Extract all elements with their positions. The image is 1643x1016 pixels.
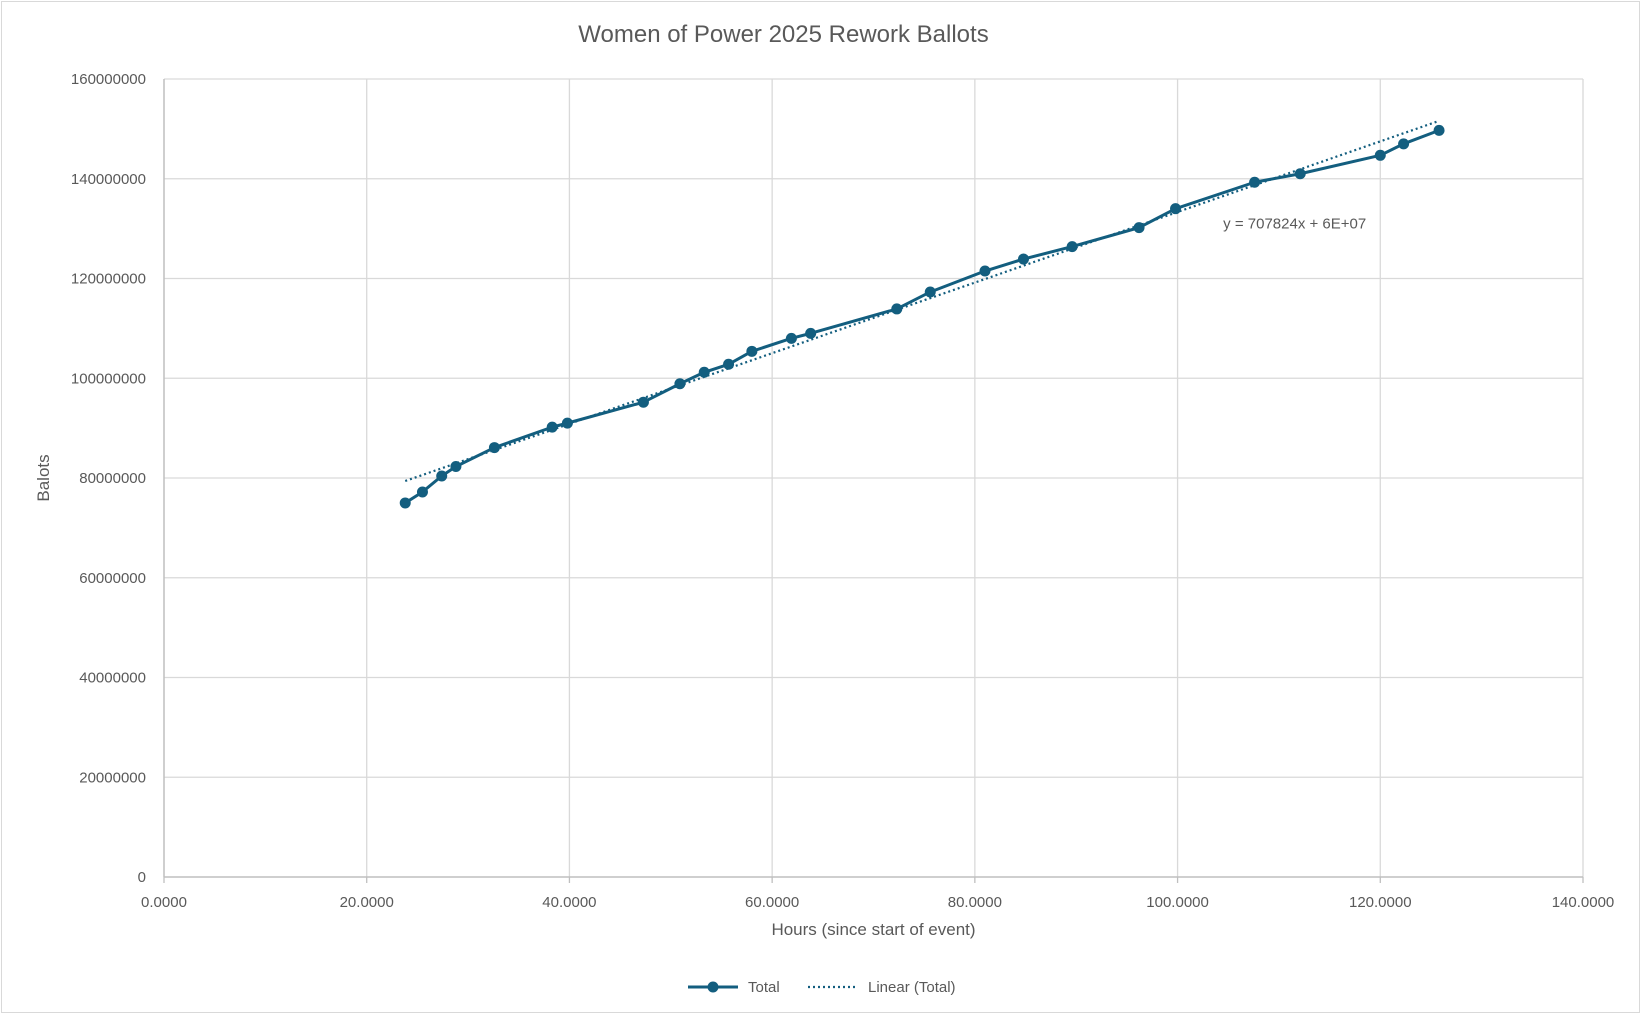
data-point-total: [746, 345, 758, 357]
y-tick-label: 20000000: [79, 769, 146, 786]
x-tick-label: 60.0000: [745, 894, 799, 911]
y-axis-title: Balots: [34, 454, 53, 501]
axis-layer: [163, 79, 1584, 883]
x-tick-label: 100.0000: [1146, 894, 1209, 911]
trendline-linear-total: [404, 119, 1440, 483]
data-point-total: [1066, 241, 1078, 253]
series-layer: [399, 124, 1445, 509]
trendline-equation: y = 707824x + 6E+07: [1223, 216, 1366, 233]
data-point-total: [1433, 124, 1445, 136]
data-point-total: [546, 421, 558, 433]
data-point-total: [488, 442, 500, 454]
data-point-total: [1133, 222, 1145, 234]
grid-layer: [164, 78, 1584, 877]
data-point-total: [891, 303, 903, 315]
x-tick-label: 40.0000: [542, 894, 596, 911]
y-tick-label: 0: [138, 869, 146, 886]
data-point-total: [1374, 149, 1386, 161]
data-point-total: [416, 486, 428, 498]
chart-title: Women of Power 2025 Rework Ballots: [578, 21, 988, 48]
data-point-total: [674, 378, 686, 390]
series-line-total: [404, 128, 1440, 505]
y-tick-label: 100000000: [71, 370, 146, 387]
y-tick-label: 60000000: [79, 570, 146, 587]
legend-label-total: Total: [748, 979, 780, 996]
data-point-total: [561, 417, 573, 429]
data-point-total: [723, 358, 735, 370]
x-tick-label: 120.0000: [1349, 894, 1412, 911]
data-point-total: [436, 470, 448, 482]
y-tick-label: 80000000: [79, 470, 146, 487]
data-point-total: [1170, 203, 1182, 215]
legend-marker-total: [707, 981, 719, 993]
data-point-total: [698, 366, 710, 378]
label-layer: 0 20000000 40000000 60000000 80000000 1000000…: [71, 71, 1614, 911]
data-point-total: [1398, 138, 1410, 150]
data-point-total: [979, 265, 991, 277]
data-point-total: [924, 286, 936, 298]
x-tick-label: 20.0000: [340, 894, 394, 911]
y-tick-label: 120000000: [71, 271, 146, 288]
data-point-total: [1018, 253, 1030, 265]
y-tick-label: 140000000: [71, 171, 146, 188]
data-point-total: [785, 332, 797, 344]
legend[interactable]: Total Linear (Total): [688, 979, 956, 996]
legend-label-linear: Linear (Total): [868, 979, 956, 996]
y-tick-label: 160000000: [71, 71, 146, 88]
data-point-total: [1294, 168, 1306, 180]
x-tick-label: 140.0000: [1552, 894, 1615, 911]
data-point-total: [450, 461, 462, 473]
data-point-total: [1249, 176, 1261, 188]
y-tick-label: 40000000: [79, 670, 146, 687]
data-point-total: [805, 327, 817, 339]
x-tick-label: 0.0000: [141, 894, 187, 911]
x-axis-title: Hours (since start of event): [771, 920, 975, 939]
x-tick-label: 80.0000: [948, 894, 1002, 911]
data-point-total: [399, 497, 411, 509]
data-point-total: [637, 396, 649, 408]
trendline-layer: [404, 119, 1440, 483]
